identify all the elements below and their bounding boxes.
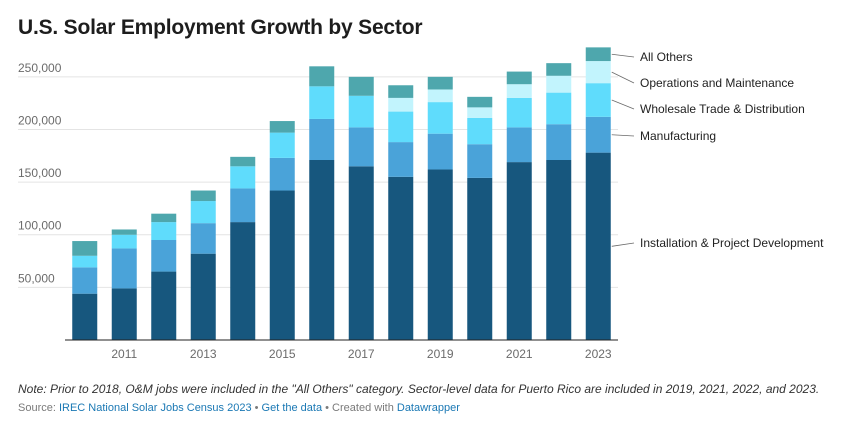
legend: All Others Operations and Maintenance Whol… <box>611 50 824 250</box>
bar-segment <box>72 241 98 256</box>
bar-segment <box>230 166 256 189</box>
bar-segment <box>309 118 335 160</box>
bar-segment <box>585 47 611 62</box>
y-tick-label: 250,000 <box>18 61 62 75</box>
legend-leader-line <box>611 242 635 247</box>
bar-segment <box>151 240 177 272</box>
bar-segment <box>506 162 532 340</box>
bar-segment <box>506 71 532 85</box>
bar-segment <box>190 223 216 254</box>
bar-segment <box>269 157 295 191</box>
y-axis-ticks: 50,000 100,000 150,000 200,000 250,000 <box>18 61 62 286</box>
legend-label: Manufacturing <box>640 129 716 143</box>
legend-label: All Others <box>640 50 693 64</box>
bar-segment <box>111 288 137 340</box>
bar-segment <box>546 124 572 160</box>
bar-segment <box>190 190 216 202</box>
bar-segment <box>546 75 572 93</box>
bar-segment <box>467 117 493 145</box>
bar-segment <box>427 89 453 103</box>
bar-segment <box>585 61 611 84</box>
bar-segment <box>348 166 374 340</box>
bar-segment <box>427 169 453 340</box>
source-prefix: Source: <box>18 402 59 414</box>
bar-segment <box>309 86 335 119</box>
bar-segment <box>151 271 177 340</box>
bar-segment <box>269 121 295 133</box>
bar-segment <box>506 97 532 128</box>
x-tick-label: 2013 <box>190 347 217 361</box>
y-tick-label: 150,000 <box>18 166 62 180</box>
bar-segment <box>111 234 137 249</box>
bar-segment <box>72 267 98 294</box>
bar-segment <box>585 116 611 153</box>
bar-segment <box>72 293 98 340</box>
bar-segment <box>72 255 98 268</box>
bar-segment <box>190 253 216 340</box>
bar-segment <box>309 66 335 87</box>
bar-segment <box>388 97 414 112</box>
bar-segment <box>348 76 374 96</box>
source-separator: • <box>251 402 262 414</box>
bar-segment <box>309 160 335 340</box>
legend-leader-line <box>611 71 635 84</box>
bar-segment <box>388 176 414 340</box>
bars <box>72 47 611 340</box>
bar-segment <box>467 144 493 178</box>
source-link[interactable]: IREC National Solar Jobs Census 2023 <box>58 402 252 414</box>
y-tick-label: 100,000 <box>18 219 62 233</box>
legend-leader-line <box>611 99 635 110</box>
x-tick-label: 2021 <box>506 347 533 361</box>
created-with-text: • Created with <box>322 402 397 414</box>
chart-title: U.S. Solar Employment Growth by Sector <box>18 16 423 39</box>
bar-segment <box>230 188 256 223</box>
bar-segment <box>230 222 256 340</box>
bar-segment <box>467 96 493 108</box>
bar-segment <box>585 152 611 340</box>
bar-segment <box>427 102 453 134</box>
bar-segment <box>546 160 572 340</box>
bar-segment <box>230 156 256 167</box>
bar-segment <box>388 85 414 98</box>
bar-segment <box>427 133 453 170</box>
legend-label: Installation & Project Development <box>640 236 824 250</box>
bar-segment <box>546 63 572 76</box>
datawrapper-link[interactable]: Datawrapper <box>396 402 460 414</box>
bar-segment <box>151 213 177 223</box>
y-tick-label: 50,000 <box>18 271 55 285</box>
bar-segment <box>388 142 414 177</box>
chart-note: Note: Prior to 2018, O&M jobs were inclu… <box>18 382 820 396</box>
bar-segment <box>546 92 572 125</box>
bar-segment <box>348 95 374 128</box>
y-tick-label: 200,000 <box>18 113 62 127</box>
x-axis-ticks: 2011 2013 2015 2017 2019 2021 2023 <box>111 347 612 361</box>
bar-segment <box>506 127 532 163</box>
bar-segment <box>388 111 414 143</box>
x-tick-label: 2017 <box>348 347 375 361</box>
get-the-data-link[interactable]: Get the data <box>261 402 323 414</box>
bar-segment <box>269 132 295 158</box>
bar-segment <box>111 229 137 235</box>
legend-label: Wholesale Trade & Distribution <box>640 102 805 116</box>
source-line: Source: IREC National Solar Jobs Census … <box>18 402 460 414</box>
legend-leader-line <box>611 53 635 58</box>
bar-segment <box>269 190 295 340</box>
bar-segment <box>348 127 374 167</box>
bar-segment <box>506 84 532 98</box>
bar-segment <box>427 76 453 90</box>
legend-label: Operations and Maintenance <box>640 76 794 90</box>
bar-segment <box>585 83 611 117</box>
bar-segment <box>467 177 493 340</box>
x-tick-label: 2011 <box>111 347 137 361</box>
bar-segment <box>190 201 216 224</box>
legend-leader-line <box>611 134 635 137</box>
x-tick-label: 2015 <box>269 347 296 361</box>
bar-segment <box>151 222 177 240</box>
x-tick-label: 2019 <box>427 347 454 361</box>
bar-segment <box>111 248 137 289</box>
x-tick-label: 2023 <box>585 347 612 361</box>
bar-segment <box>467 107 493 118</box>
